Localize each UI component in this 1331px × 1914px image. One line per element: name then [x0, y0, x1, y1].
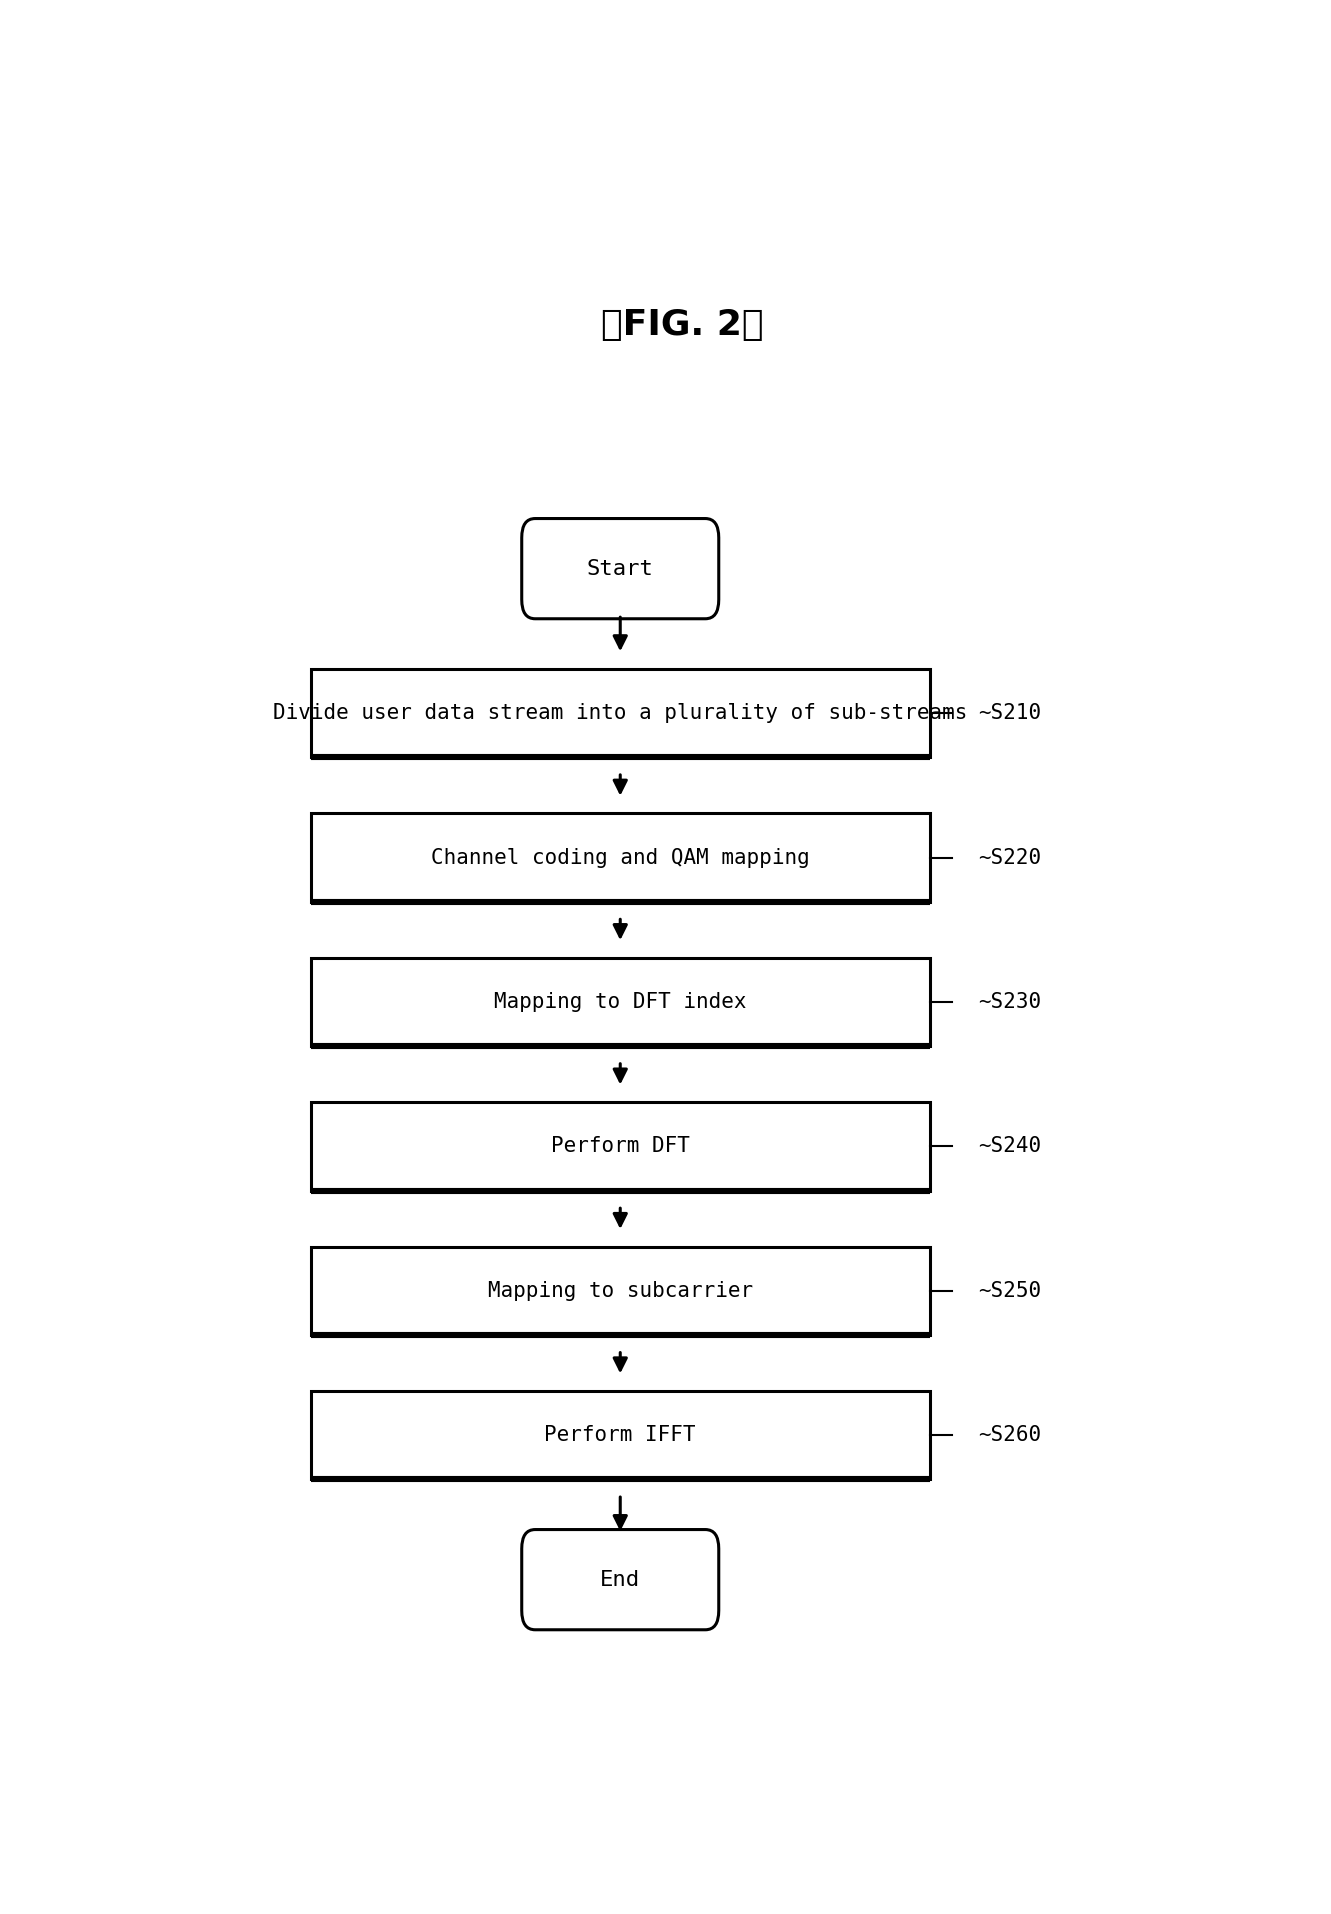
- Text: Divide user data stream into a plurality of sub-streams: Divide user data stream into a plurality…: [273, 702, 968, 723]
- Bar: [311, 1102, 930, 1191]
- Text: ~S230: ~S230: [978, 991, 1041, 1013]
- Text: Channel coding and QAM mapping: Channel coding and QAM mapping: [431, 848, 809, 867]
- FancyBboxPatch shape: [522, 1529, 719, 1631]
- Text: 』FIG. 2】: 』FIG. 2】: [600, 308, 764, 343]
- Text: ~S240: ~S240: [978, 1137, 1041, 1156]
- Bar: [311, 813, 930, 901]
- Bar: [311, 1391, 930, 1480]
- Text: Perform IFFT: Perform IFFT: [544, 1426, 696, 1445]
- Text: Start: Start: [587, 559, 654, 578]
- Text: End: End: [600, 1569, 640, 1591]
- Text: ~S220: ~S220: [978, 848, 1041, 867]
- Text: Mapping to subcarrier: Mapping to subcarrier: [487, 1280, 753, 1302]
- Text: Perform DFT: Perform DFT: [551, 1137, 689, 1156]
- Text: ~S250: ~S250: [978, 1280, 1041, 1302]
- Text: ~S210: ~S210: [978, 702, 1041, 723]
- FancyBboxPatch shape: [522, 519, 719, 618]
- Bar: [311, 957, 930, 1047]
- Text: ~S260: ~S260: [978, 1426, 1041, 1445]
- Bar: [311, 1246, 930, 1336]
- Bar: [311, 668, 930, 758]
- Text: Mapping to DFT index: Mapping to DFT index: [494, 991, 747, 1013]
